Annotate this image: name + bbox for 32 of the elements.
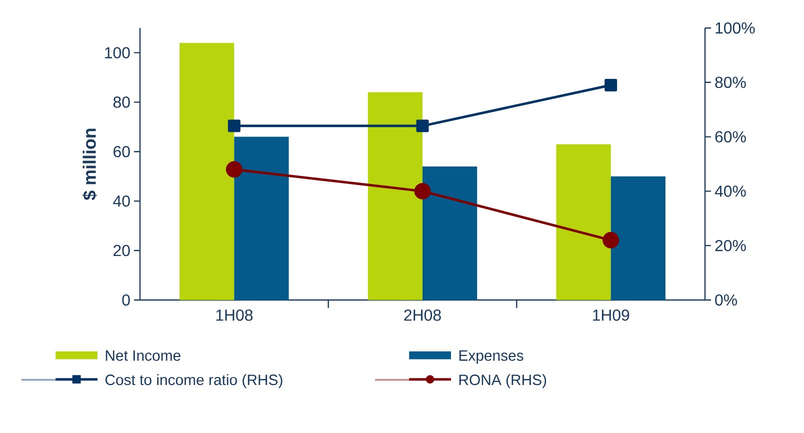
bar xyxy=(368,92,423,300)
y2-tick-label: 40% xyxy=(714,186,746,197)
point xyxy=(602,232,620,248)
y2-tick-label: 0% xyxy=(715,294,737,306)
bar xyxy=(556,144,611,300)
point xyxy=(226,161,242,178)
x-tick-label: 1H09 xyxy=(593,310,630,321)
point xyxy=(414,182,431,200)
y-tick-label: 40 xyxy=(113,195,130,207)
point xyxy=(416,120,429,132)
bar xyxy=(234,136,289,300)
legend-label: Expenses xyxy=(459,350,524,364)
y-tick-label: 60 xyxy=(114,146,130,158)
y-tick-label: 100 xyxy=(105,47,130,58)
bar xyxy=(180,42,234,300)
legend-label: Cost to income ratio (RHS) xyxy=(105,374,282,388)
y-axis-title: $ million xyxy=(82,128,98,200)
y2-tick-label: 60% xyxy=(715,131,746,142)
y2-tick-label: 100% xyxy=(716,22,755,34)
y-tick-label: 80 xyxy=(113,96,130,108)
legend-label: Net Income xyxy=(106,350,180,361)
point xyxy=(604,78,618,92)
y-tick-label: 0 xyxy=(122,294,130,306)
bar xyxy=(610,176,666,300)
x-tick-label: 2H08 xyxy=(404,310,441,321)
x-tick-label: 1H08 xyxy=(216,310,253,321)
y-tick-label: 20 xyxy=(114,244,130,256)
bar xyxy=(422,166,478,300)
legend-label: RONA (RHS) xyxy=(459,374,546,388)
point xyxy=(228,120,240,132)
y2-tick-label: 20% xyxy=(715,240,746,252)
y2-tick-label: 80% xyxy=(715,76,746,88)
